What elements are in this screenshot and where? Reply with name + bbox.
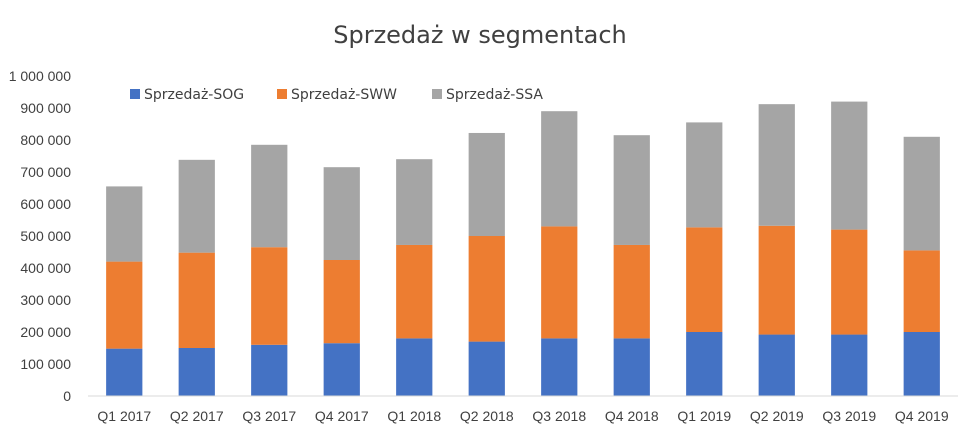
bar-segment-1 [468,341,505,396]
bar-segment-2 [613,244,650,339]
y-tick-label: 600 000 [20,196,71,212]
y-tick-label: 300 000 [20,292,71,308]
bar-segment-3 [758,104,795,226]
bar-segment-1 [903,332,940,396]
bar-segment-1 [541,338,578,396]
x-tick-label: Q3 2018 [532,408,586,424]
y-tick-label: 200 000 [20,324,71,340]
x-tick-label: Q1 2018 [387,408,441,424]
y-tick-label: 500 000 [20,228,71,244]
bar-segment-1 [178,348,215,396]
bar-segment-2 [831,229,868,335]
x-tick-label: Q3 2017 [242,408,296,424]
bar-segment-2 [396,244,433,339]
x-tick-label: Q1 2019 [677,408,731,424]
y-tick-label: 800 000 [20,132,71,148]
bar-segment-2 [541,226,578,339]
x-tick-label: Q3 2019 [822,408,876,424]
bar-segment-1 [251,344,288,396]
bar-segment-1 [831,334,868,396]
x-tick-label: Q1 2017 [97,408,151,424]
bar-segment-2 [251,247,288,345]
bar-segment-2 [323,260,360,344]
bar-segment-2 [903,250,940,332]
bar-segment-3 [178,159,215,253]
bar-segment-2 [178,252,215,348]
legend-label: Sprzedaż-SOG [144,87,244,103]
bar-segment-3 [613,135,650,245]
x-tick-label: Q4 2017 [315,408,369,424]
bars [106,101,940,396]
x-axis: Q1 2017 Q2 2017 Q3 2017 Q4 2017 Q1 2018 Q2 20… [97,408,948,424]
y-axis: 0 100 000 200 000 300 000 400 000 500 000 600 … [9,68,72,404]
x-tick-label: Q4 2018 [605,408,659,424]
bar-segment-3 [251,144,288,248]
bar-segment-3 [106,186,143,262]
legend-label: Sprzedaż-SSA [446,87,543,103]
bar-segment-3 [903,136,940,251]
bar-segment-3 [468,132,505,236]
bar-segment-2 [758,225,795,335]
bar-segment-1 [323,343,360,396]
legend-swatch [277,89,287,99]
bar-segment-3 [686,122,723,228]
y-tick-label: 400 000 [20,260,71,276]
bar-segment-2 [106,261,143,349]
y-tick-label: 700 000 [20,164,71,180]
y-tick-label: 0 [63,388,71,404]
y-tick-label: 100 000 [20,356,71,372]
x-tick-label: Q2 2019 [750,408,804,424]
x-tick-label: Q4 2019 [895,408,949,424]
bar-segment-2 [468,236,505,342]
y-tick-label: 1 000 000 [9,68,71,84]
bar-segment-1 [758,334,795,396]
x-tick-label: Q2 2018 [460,408,514,424]
legend: Sprzedaż-SOG Sprzedaż-SWW Sprzedaż-SSA [130,87,543,103]
legend-swatch [130,89,140,99]
y-tick-label: 900 000 [20,100,71,116]
chart-title: Sprzedaż w segmentach [333,21,627,49]
bar-segment-3 [541,111,578,227]
legend-swatch [432,89,442,99]
bar-segment-3 [396,159,433,245]
bar-segment-1 [686,332,723,396]
bar-segment-3 [831,101,868,230]
bar-segment-1 [106,348,143,396]
bar-segment-1 [613,338,650,396]
bar-segment-3 [323,167,360,260]
legend-label: Sprzedaż-SWW [291,87,397,103]
x-tick-label: Q2 2017 [170,408,224,424]
bar-segment-1 [396,338,433,396]
bar-segment-2 [686,227,723,332]
